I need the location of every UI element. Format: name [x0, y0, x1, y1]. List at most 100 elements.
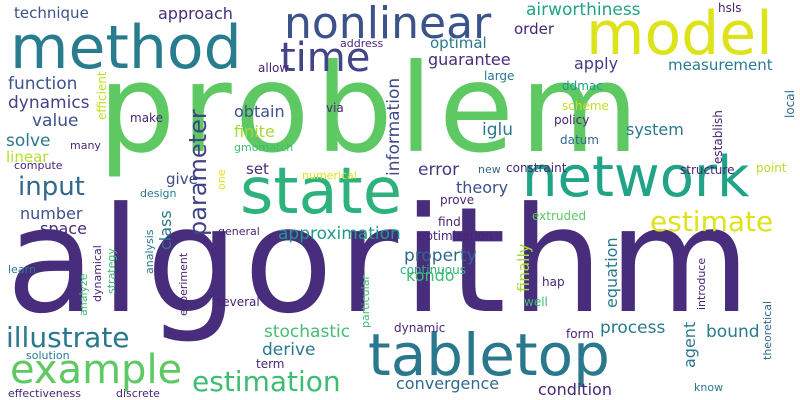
word-nonlinear: nonlinear — [284, 0, 492, 49]
word-optimization: optimization — [418, 229, 493, 243]
word-design: design — [140, 187, 177, 200]
word-numerical: numerical — [302, 169, 357, 182]
word-dynamical: dynamical — [91, 245, 104, 302]
word-hsls: hsls — [718, 1, 742, 15]
word-one: one — [215, 169, 228, 190]
word-property: property — [404, 246, 477, 266]
word-derive: derive — [262, 340, 316, 360]
word-system: system — [626, 120, 684, 139]
word-model: model — [586, 0, 773, 69]
word-convergence: convergence — [396, 374, 500, 393]
word-prove: prove — [440, 193, 475, 207]
word-many: many — [70, 139, 101, 152]
word-continuous: continuous — [400, 263, 466, 277]
word-analysis: analysis — [143, 229, 156, 274]
word-agent: agent — [680, 321, 699, 368]
word-class: class — [156, 210, 175, 250]
word-guarantee: guarantee — [428, 50, 511, 69]
word-solve: solve — [6, 131, 51, 151]
word-allow: allow — [258, 61, 290, 75]
word-learn: learn — [8, 263, 36, 276]
word-dynamic: dynamic — [394, 321, 446, 335]
word-estimate: estimate — [650, 205, 774, 238]
word-order: order — [514, 20, 554, 38]
word-make: make — [130, 111, 163, 125]
word-compute: compute — [14, 159, 63, 172]
word-effectiveness: effectiveness — [8, 387, 82, 400]
word-method: method — [10, 13, 242, 83]
word-form: form — [566, 327, 594, 341]
word-approach: approach — [158, 4, 233, 23]
word-general: general — [218, 225, 260, 238]
word-policy: policy — [554, 113, 590, 127]
word-airworthiness: airworthiness — [526, 0, 641, 20]
word-address: address — [340, 37, 384, 50]
word-illustrate: illustrate — [6, 321, 130, 354]
word-find: find — [438, 215, 461, 229]
word-kondo: kondo — [406, 266, 455, 285]
word-constraint: constraint — [506, 161, 567, 175]
word-process: process — [600, 318, 666, 338]
word-input: input — [18, 172, 85, 202]
word-know: know — [694, 381, 724, 394]
word-optimal: optimal — [430, 34, 487, 52]
word-error: error — [418, 160, 460, 180]
word-gmomatch: gmomatch — [234, 141, 294, 154]
word-bound: bound — [706, 322, 760, 342]
word-efficient: efficient — [95, 71, 109, 120]
word-hap: hap — [542, 275, 565, 289]
word-establish: establish — [711, 110, 725, 164]
word-apply: apply — [574, 54, 619, 73]
word-set: set — [246, 160, 269, 178]
word-local: local — [783, 90, 797, 118]
word-introduce: introduce — [695, 257, 708, 310]
word-strategy: strategy — [105, 248, 118, 294]
word-value: value — [32, 111, 79, 131]
word-problem: problem — [98, 38, 645, 180]
word-large: large — [484, 69, 515, 83]
word-well: well — [524, 295, 548, 309]
word-finite: finite — [234, 122, 275, 141]
word-new: new — [478, 163, 501, 176]
word-give: give — [166, 170, 198, 188]
word-function: function — [8, 74, 78, 94]
word-theory: theory — [456, 178, 509, 197]
word-stochastic: stochastic — [264, 322, 351, 342]
word-several: several — [216, 295, 260, 309]
word-term: term — [256, 357, 285, 371]
word-tabletop: tabletop — [368, 321, 610, 389]
word-finally: finally — [514, 243, 533, 292]
word-analyze: analyze — [77, 273, 90, 316]
word-via: via — [326, 101, 344, 115]
word-information: information — [384, 77, 404, 176]
word-estimation: estimation — [192, 365, 341, 398]
word-iglu: iglu — [482, 120, 514, 140]
word-ddmac: ddmac — [562, 79, 603, 93]
word-discrete: discrete — [116, 387, 160, 400]
word-particular: particular — [359, 275, 372, 328]
word-datum: datum — [560, 133, 599, 147]
word-obtain: obtain — [234, 102, 285, 121]
word-point: point — [756, 161, 787, 175]
word-number: number — [20, 204, 83, 223]
word-space: space — [40, 219, 87, 238]
word-scheme: scheme — [562, 99, 609, 113]
word-approximation: approximation — [278, 224, 401, 244]
word-measurement: measurement — [668, 56, 773, 74]
word-time: time — [280, 35, 371, 81]
word-example: example — [10, 347, 183, 393]
word-solution: solution — [26, 349, 70, 362]
word-network: network — [522, 145, 750, 210]
word-state: state — [240, 155, 403, 229]
word-theoretical: theoretical — [761, 300, 774, 360]
word-equation: equation — [602, 237, 621, 308]
word-algorithm: algorithm — [6, 176, 756, 346]
word-dynamics: dynamics — [8, 93, 90, 113]
word-extruded: extruded — [532, 209, 587, 223]
word-structure: structure — [680, 163, 735, 177]
word-technique: technique — [14, 4, 89, 22]
word-experiment: experiment — [177, 252, 190, 316]
word-condition: condition — [538, 380, 612, 399]
word-linear: linear — [6, 148, 49, 166]
